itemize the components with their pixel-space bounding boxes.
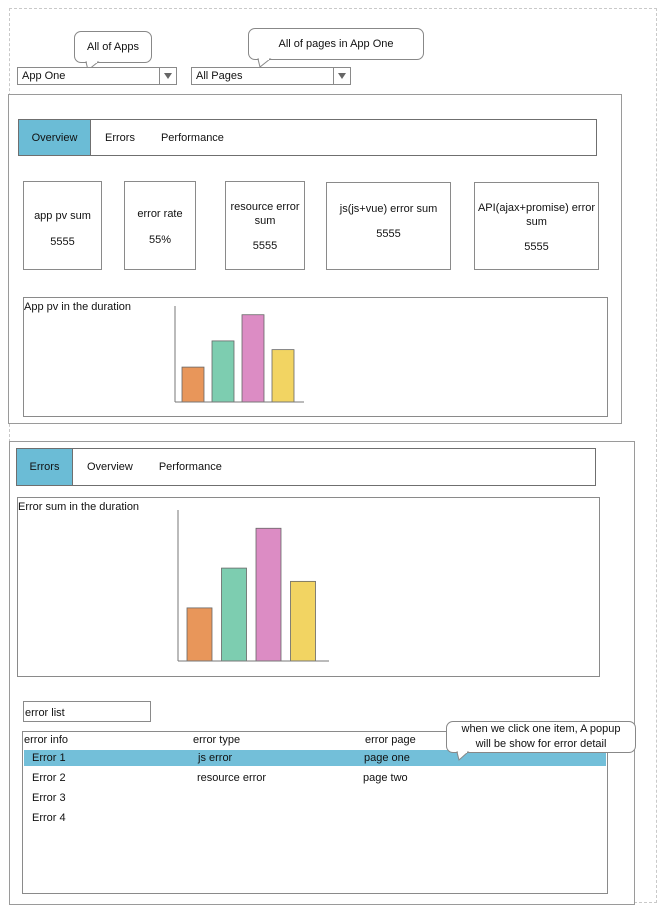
stat-value: 5555 xyxy=(376,228,401,240)
app-pv-chart-box: App pv in the duration xyxy=(23,297,608,417)
tab-performance[interactable]: Performance xyxy=(158,461,222,473)
cell-info: Error 1 xyxy=(32,752,66,764)
bar-1 xyxy=(186,607,213,662)
chevron-down-icon[interactable] xyxy=(333,68,350,84)
error-list-header: error info error type error page xyxy=(23,734,607,748)
page-callout-tail xyxy=(257,58,272,68)
app-select[interactable]: App One xyxy=(17,67,177,85)
tab-errors[interactable]: Errors xyxy=(17,449,73,485)
page-callout-text: All of pages in App One xyxy=(278,37,394,50)
stat-card-api-error: API(ajax+promise) error sum 5555 xyxy=(474,182,599,270)
column-header-type: error type xyxy=(193,734,241,746)
tab-overview[interactable]: Overview xyxy=(87,461,133,473)
app-select-value: App One xyxy=(22,70,66,82)
cell-info: Error 3 xyxy=(32,792,66,804)
cell-type: js error xyxy=(198,752,233,764)
stat-value: 55% xyxy=(148,234,172,246)
stat-card-js-error: js(js+vue) error sum 5555 xyxy=(326,182,451,270)
stat-card-resource-error: resource error sum 5555 xyxy=(225,181,305,270)
cell-info: Error 4 xyxy=(32,812,66,824)
column-header-page: error page xyxy=(365,734,416,746)
cell-page: page two xyxy=(363,772,408,784)
stat-value: 5555 xyxy=(252,240,278,252)
stat-card-error-rate: error rate 55% xyxy=(124,181,196,270)
cell-page: page one xyxy=(364,752,410,764)
error-list-title: error list xyxy=(23,701,151,722)
column-header-info: error info xyxy=(24,734,69,746)
error-list: error info error type error page Error 1… xyxy=(22,731,608,894)
stat-value: 5555 xyxy=(524,241,549,253)
table-row[interactable]: Error 2 resource error page two xyxy=(24,770,606,786)
overview-tabbar: Overview Errors Performance xyxy=(18,119,597,156)
chart-title: Error sum in the duration xyxy=(18,501,140,513)
page-callout: All of pages in App One xyxy=(248,28,424,60)
app-callout: All of Apps xyxy=(74,31,152,63)
stat-card-app-pv: app pv sum 5555 xyxy=(23,181,102,270)
errors-tabbar: Errors Overview Performance xyxy=(16,448,596,486)
stat-label: app pv sum xyxy=(34,210,91,222)
tab-errors[interactable]: Errors xyxy=(105,131,135,144)
chart-title: App pv in the duration xyxy=(24,301,132,313)
bar-3 xyxy=(255,527,282,662)
stat-label: error rate xyxy=(137,208,183,220)
chevron-down-icon[interactable] xyxy=(159,68,176,84)
popup-note-tail xyxy=(456,751,470,761)
stat-label: resource error sum xyxy=(230,201,300,227)
error-list-title-text: error list xyxy=(25,707,65,719)
popup-note-callout: when we click one item, A popup will be … xyxy=(446,721,636,753)
cell-info: Error 2 xyxy=(32,772,66,784)
popup-note-text: when we click one item, A popup will be … xyxy=(461,723,621,750)
bar-2 xyxy=(221,567,247,662)
stat-value: 5555 xyxy=(50,236,75,248)
app-callout-text: All of Apps xyxy=(87,40,139,53)
page-select[interactable]: All Pages xyxy=(191,67,351,85)
cell-type: resource error xyxy=(197,772,267,784)
table-row[interactable]: Error 3 xyxy=(24,790,606,806)
stat-label: API(ajax+promise) error sum xyxy=(477,202,596,228)
tab-overview[interactable]: Overview xyxy=(19,120,91,155)
tab-performance[interactable]: Performance xyxy=(160,131,224,144)
page-select-value: All Pages xyxy=(196,70,243,82)
bar-4 xyxy=(290,580,316,662)
table-row[interactable]: Error 4 xyxy=(24,810,606,826)
stat-label: js(js+vue) error sum xyxy=(339,203,438,215)
